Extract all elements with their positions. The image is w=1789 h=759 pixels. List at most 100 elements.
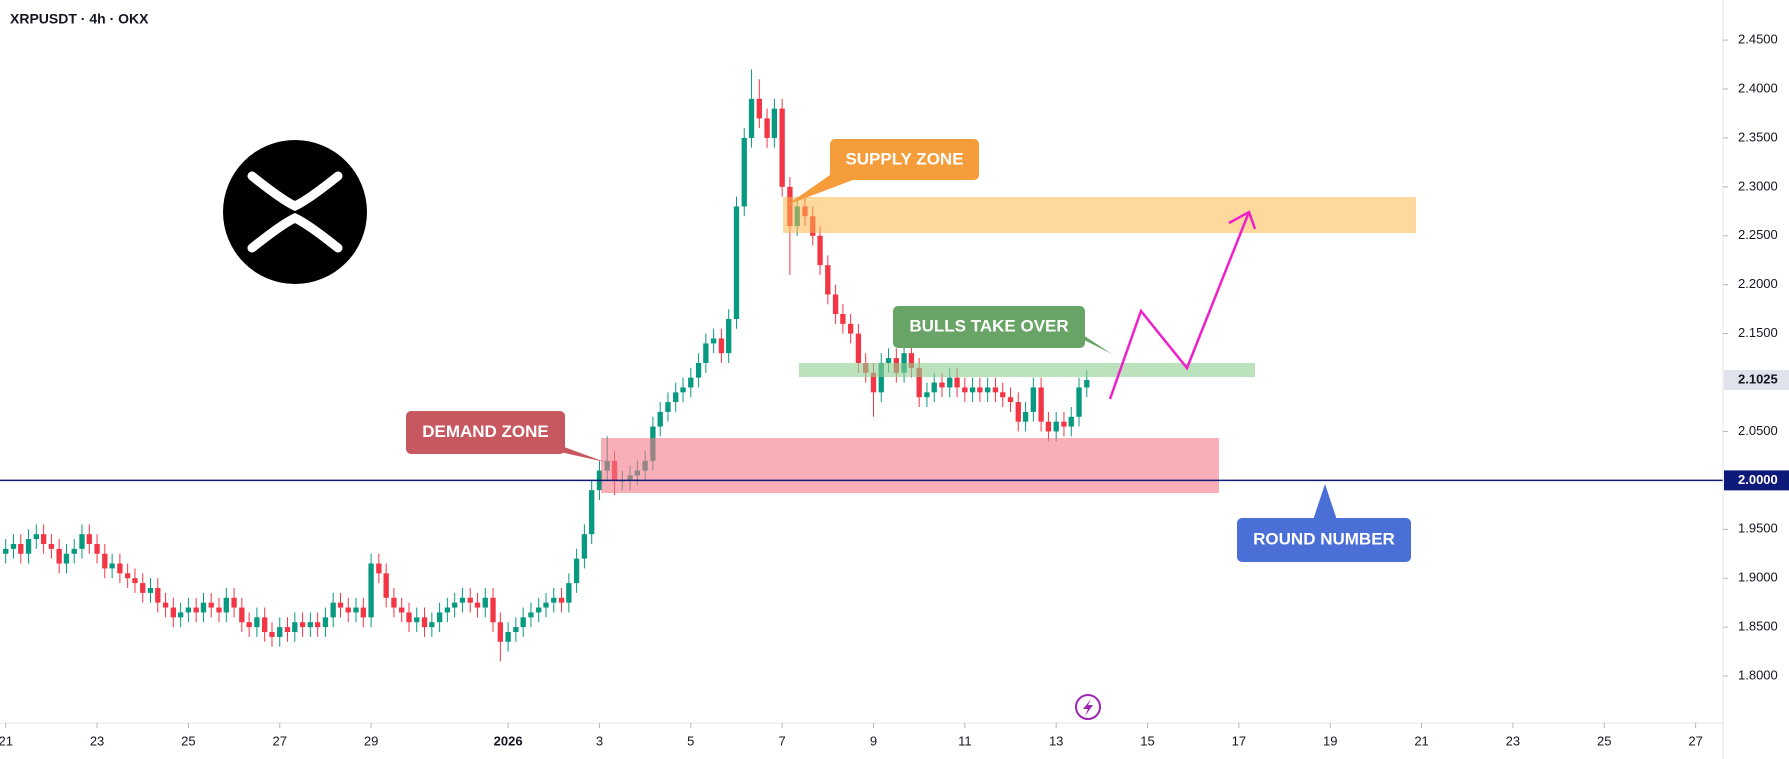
candle-body	[825, 265, 831, 295]
candle-body	[193, 607, 199, 613]
candle-body	[307, 622, 314, 628]
candle-body	[117, 563, 123, 574]
candle-body	[71, 548, 77, 554]
candle-body	[992, 387, 999, 393]
candle-body	[185, 607, 192, 613]
candle-body	[147, 587, 154, 593]
y-tick-label: 1.8000	[1738, 667, 1778, 682]
chart-title: XRPUSDT · 4h · OKX	[10, 11, 149, 27]
candle-body	[140, 583, 146, 593]
candle-body	[299, 622, 306, 628]
candle-body	[10, 543, 17, 549]
candle-body	[977, 387, 983, 393]
candle-body	[733, 206, 740, 319]
demand-zone	[601, 438, 1219, 493]
candle-body	[262, 617, 268, 633]
candle-body	[589, 490, 595, 535]
candle-body	[528, 612, 534, 618]
candle-body	[383, 573, 389, 598]
bulls-zone	[799, 363, 1255, 377]
candle-body	[764, 118, 770, 138]
projection-path	[1108, 211, 1251, 400]
candle-body	[269, 632, 275, 637]
candle-body	[1061, 421, 1067, 427]
candle-body	[817, 235, 823, 266]
logo	[223, 140, 367, 284]
candle-body	[688, 377, 694, 388]
supply-zone	[783, 197, 1416, 233]
x-tick-label: 15	[1140, 733, 1154, 748]
x-tick-label: 23	[1506, 733, 1520, 748]
candle-body	[878, 362, 884, 393]
x-tick-label: 23	[90, 733, 104, 748]
candle-body	[200, 602, 207, 613]
candle-body	[360, 607, 366, 618]
last-price-label: 2.1025	[1738, 372, 1778, 387]
candle-body	[490, 597, 496, 623]
y-tick-label: 2.4000	[1738, 80, 1778, 95]
candle-body	[467, 597, 473, 603]
y-tick-label: 1.9500	[1738, 521, 1778, 536]
candle-body	[314, 622, 321, 628]
candle-body	[292, 622, 298, 633]
candle-body	[855, 333, 862, 363]
candle-body	[376, 563, 382, 574]
candle-body	[330, 602, 336, 618]
y-tick-label: 1.8500	[1738, 619, 1778, 634]
candle-body	[665, 402, 671, 412]
x-tick-label: 11	[958, 733, 972, 748]
candle-body	[109, 563, 115, 569]
candle-body	[1045, 421, 1052, 432]
candle-body	[954, 377, 960, 388]
candle-body	[718, 338, 725, 354]
candle-body	[1084, 380, 1090, 388]
candle-body	[832, 294, 839, 315]
x-tick-label: 19	[1323, 733, 1337, 748]
candle-body	[124, 573, 131, 579]
bulls-label: BULLS TAKE OVER	[909, 316, 1068, 335]
candle-body	[673, 392, 679, 403]
candle-body	[573, 558, 580, 584]
x-tick-label: 27	[1688, 733, 1702, 748]
candle-body	[474, 602, 481, 608]
projection-arrowhead	[1228, 210, 1257, 230]
y-tick-label: 1.9000	[1738, 570, 1778, 585]
candle-body	[1053, 421, 1059, 432]
candle-body	[748, 98, 755, 138]
candle-body	[908, 353, 915, 368]
x-tick-label: 25	[1597, 733, 1611, 748]
candle-body	[322, 617, 329, 628]
candle-body	[436, 612, 443, 623]
candle-body	[847, 323, 854, 334]
candle-body	[703, 343, 709, 363]
candle-body	[695, 362, 702, 378]
callout-box	[830, 139, 979, 180]
logo-mark	[247, 171, 343, 253]
candle-body	[414, 617, 420, 623]
x-tick-label: 29	[364, 733, 378, 748]
last-price-tag	[1724, 370, 1789, 391]
candle-body	[33, 534, 39, 540]
candle-body	[1007, 397, 1014, 403]
candle-body	[216, 607, 222, 613]
candle-body	[710, 338, 717, 344]
candle-body	[421, 617, 428, 628]
candle-body	[1038, 387, 1044, 422]
candle-body	[337, 602, 344, 608]
y-tick-label: 2.2000	[1738, 276, 1778, 291]
supply-label: SUPPLY ZONE	[845, 149, 963, 168]
axes: 1.8000 1.8500 1.9000 1.9500 2.0500 2.1500 2.20…	[0, 32, 1789, 748]
x-tick-label: 25	[181, 733, 195, 748]
callout-box	[893, 306, 1085, 348]
callout-box	[1237, 518, 1411, 562]
candle-body	[543, 602, 549, 608]
x-tick-label: 21	[0, 733, 13, 748]
candle-body	[680, 387, 686, 393]
candle-body	[94, 543, 100, 554]
x-tick-label: 3	[596, 733, 603, 748]
candle-body	[947, 377, 953, 388]
candle-body	[771, 108, 778, 138]
candle-body	[497, 622, 504, 642]
candle-body	[3, 548, 9, 554]
